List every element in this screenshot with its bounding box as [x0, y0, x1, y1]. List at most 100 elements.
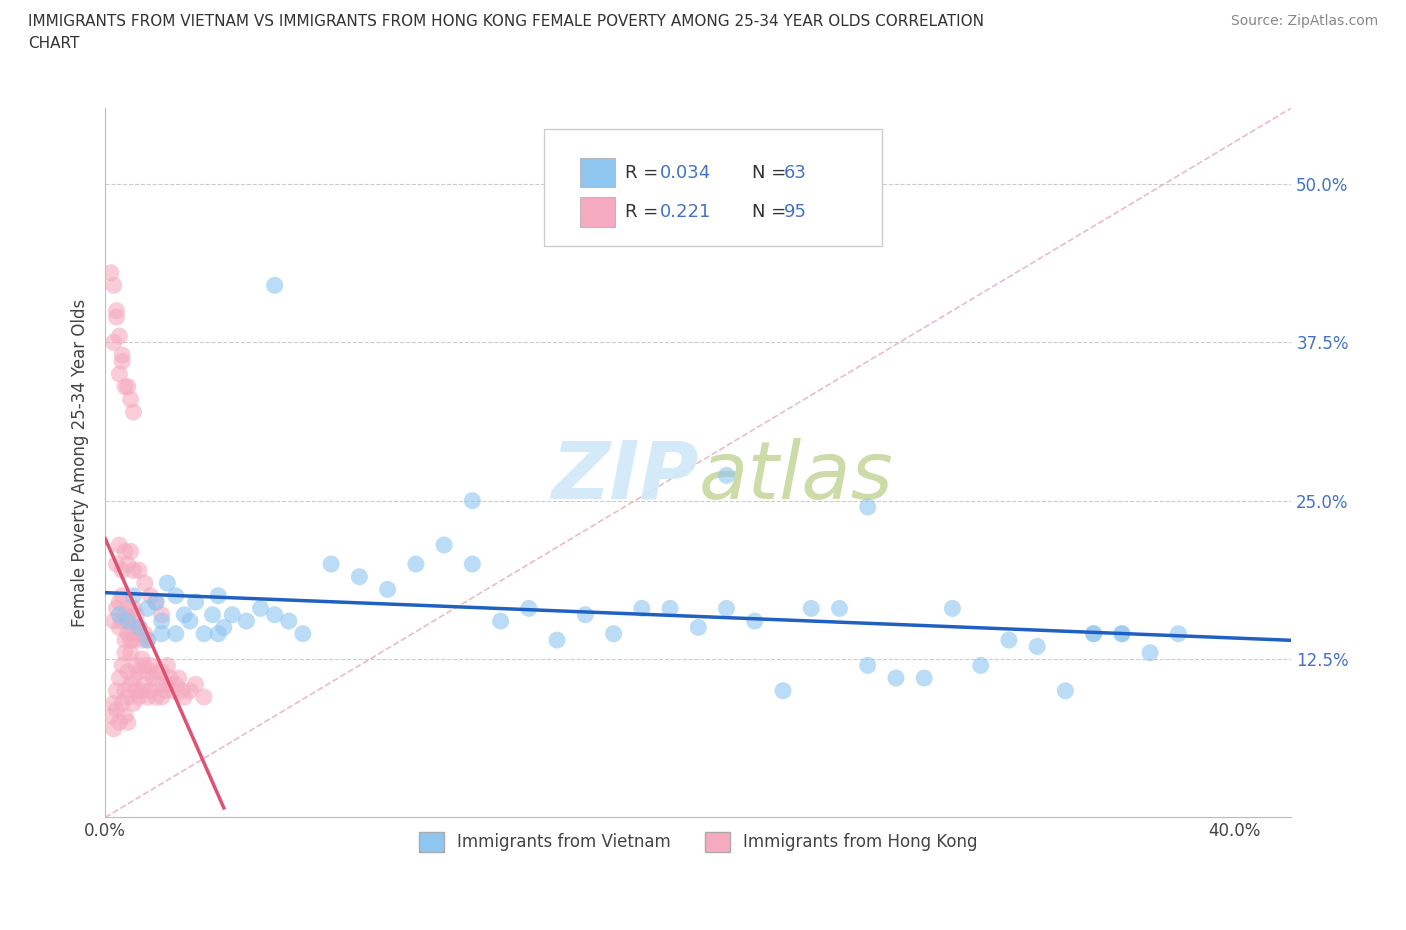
- Point: [856, 658, 879, 672]
- Point: [688, 620, 710, 635]
- Point: [1083, 626, 1105, 641]
- Point: [165, 677, 187, 692]
- Point: [105, 557, 128, 572]
- Point: [100, 265, 122, 280]
- Point: [120, 645, 142, 660]
- Point: [1111, 626, 1133, 641]
- Point: [117, 614, 139, 629]
- Point: [156, 658, 179, 672]
- Point: [1026, 639, 1049, 654]
- Point: [193, 690, 215, 705]
- Point: [249, 601, 271, 616]
- Point: [159, 671, 181, 685]
- Point: [120, 544, 142, 559]
- Point: [105, 310, 128, 325]
- Point: [969, 658, 991, 672]
- Point: [103, 614, 125, 629]
- Point: [117, 601, 139, 616]
- Point: [139, 589, 162, 604]
- Text: 0.034: 0.034: [661, 164, 711, 181]
- Point: [134, 626, 156, 641]
- Point: [117, 379, 139, 394]
- Point: [884, 671, 907, 685]
- Point: [377, 582, 399, 597]
- Point: [179, 684, 201, 698]
- Point: [136, 632, 159, 647]
- Point: [139, 658, 162, 672]
- Point: [122, 405, 145, 419]
- Point: [114, 645, 136, 660]
- Point: [122, 620, 145, 635]
- Point: [156, 576, 179, 591]
- Point: [744, 614, 766, 629]
- Point: [207, 589, 229, 604]
- Point: [1111, 626, 1133, 641]
- Point: [212, 620, 235, 635]
- Point: [179, 614, 201, 629]
- Text: atlas: atlas: [699, 438, 893, 516]
- Point: [150, 614, 173, 629]
- Point: [103, 335, 125, 350]
- Text: ZIP: ZIP: [551, 438, 699, 516]
- Point: [128, 563, 150, 578]
- Point: [105, 702, 128, 717]
- Point: [122, 671, 145, 685]
- Point: [150, 690, 173, 705]
- Point: [201, 607, 224, 622]
- Point: [828, 601, 851, 616]
- Point: [111, 354, 134, 369]
- Point: [145, 594, 167, 609]
- Point: [128, 690, 150, 705]
- Point: [111, 696, 134, 711]
- Point: [263, 278, 285, 293]
- Point: [122, 696, 145, 711]
- Point: [114, 709, 136, 724]
- Point: [136, 664, 159, 679]
- Text: 95: 95: [783, 204, 807, 221]
- Point: [856, 499, 879, 514]
- Point: [349, 569, 371, 584]
- Point: [136, 632, 159, 647]
- Point: [117, 626, 139, 641]
- Point: [150, 664, 173, 679]
- Point: [184, 594, 207, 609]
- Point: [998, 632, 1021, 647]
- Point: [120, 632, 142, 647]
- Text: IMMIGRANTS FROM VIETNAM VS IMMIGRANTS FROM HONG KONG FEMALE POVERTY AMONG 25-34 : IMMIGRANTS FROM VIETNAM VS IMMIGRANTS FR…: [28, 14, 984, 51]
- Point: [111, 348, 134, 363]
- Point: [105, 303, 128, 318]
- Point: [235, 614, 257, 629]
- Point: [125, 658, 148, 672]
- Point: [117, 664, 139, 679]
- Point: [150, 626, 173, 641]
- Text: R =: R =: [624, 164, 664, 181]
- Point: [156, 677, 179, 692]
- Point: [405, 557, 427, 572]
- Point: [111, 658, 134, 672]
- Y-axis label: Female Poverty Among 25-34 Year Olds: Female Poverty Among 25-34 Year Olds: [72, 299, 89, 627]
- Point: [489, 614, 512, 629]
- Point: [207, 626, 229, 641]
- Point: [108, 594, 131, 609]
- Point: [128, 620, 150, 635]
- Point: [170, 684, 193, 698]
- Point: [1083, 626, 1105, 641]
- Point: [114, 684, 136, 698]
- Point: [139, 684, 162, 698]
- Point: [153, 684, 176, 698]
- Point: [111, 563, 134, 578]
- Point: [461, 493, 484, 508]
- Point: [122, 589, 145, 604]
- Point: [912, 671, 935, 685]
- Point: [117, 557, 139, 572]
- Point: [716, 468, 738, 483]
- Point: [125, 607, 148, 622]
- Point: [122, 563, 145, 578]
- Point: [103, 696, 125, 711]
- Point: [221, 607, 243, 622]
- Point: [131, 684, 153, 698]
- Point: [602, 626, 624, 641]
- Point: [108, 620, 131, 635]
- Point: [117, 715, 139, 730]
- Point: [134, 576, 156, 591]
